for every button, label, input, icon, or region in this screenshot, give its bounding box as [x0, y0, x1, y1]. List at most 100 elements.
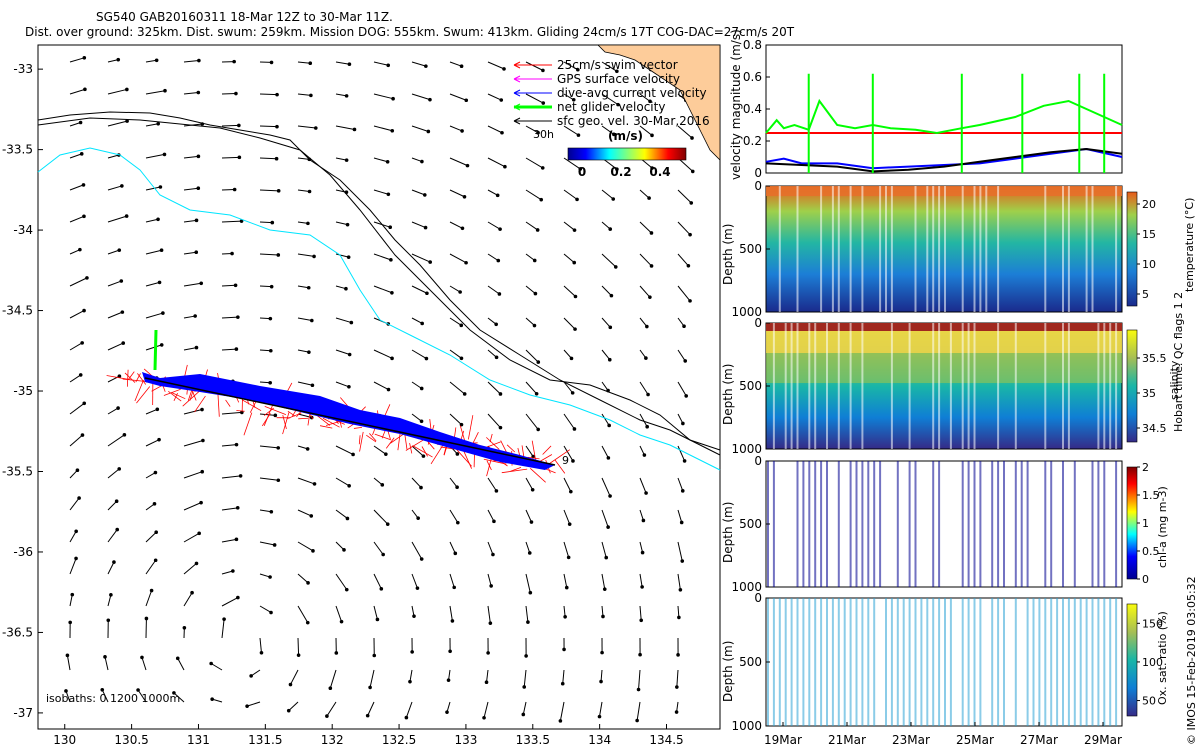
current-vector-head — [310, 383, 315, 388]
current-vector — [487, 253, 499, 262]
current-vector-head — [230, 251, 234, 256]
current-vector — [411, 93, 431, 101]
current-vector-head — [124, 214, 129, 218]
current-vector-head — [352, 127, 357, 132]
current-vector-head — [81, 183, 86, 187]
current-vector-head — [419, 485, 423, 490]
depth-tick-label: 500 — [739, 242, 762, 256]
current-vector-head — [161, 311, 165, 315]
temperature-cbar-label: temperature (°C) — [1183, 198, 1196, 292]
current-vector-head — [268, 575, 272, 579]
current-vector-head — [276, 446, 281, 450]
current-vector-head — [573, 294, 578, 299]
current-vector-head — [312, 254, 316, 259]
current-vector-head — [541, 101, 546, 105]
current-vector — [449, 509, 459, 523]
current-vector — [487, 477, 497, 492]
current-vector-head — [389, 258, 393, 262]
current-vector — [639, 189, 650, 199]
current-vector-head — [175, 656, 180, 661]
current-vector — [141, 657, 147, 671]
current-vector — [563, 61, 579, 71]
current-vector — [259, 125, 277, 128]
current-vector-head — [372, 653, 377, 658]
current-vector-head — [159, 343, 164, 347]
swim-vector — [282, 415, 287, 429]
current-vector — [601, 445, 609, 459]
current-vector — [677, 573, 681, 590]
current-vector — [563, 381, 574, 394]
current-vector-head — [115, 527, 120, 532]
current-vector-head — [288, 682, 293, 687]
current-vector-head — [82, 401, 87, 406]
current-vector-head — [388, 225, 393, 229]
current-vector — [677, 509, 683, 523]
current-vector — [297, 349, 309, 353]
swim-vector — [527, 456, 540, 460]
current-vector-head — [541, 68, 545, 73]
current-vector-head — [499, 98, 504, 102]
current-vector-head — [681, 421, 685, 426]
current-vector-head — [259, 651, 264, 655]
current-vector-head — [345, 222, 350, 227]
current-vector — [525, 125, 539, 134]
current-vector — [411, 541, 423, 560]
current-vector — [373, 61, 389, 66]
swim-vector — [483, 458, 507, 465]
salinity-ylabel: Depth (m) — [721, 364, 735, 425]
current-vector — [563, 221, 575, 231]
current-vector — [525, 541, 531, 554]
current-vector — [411, 381, 423, 389]
current-vector-head — [272, 543, 277, 547]
current-vector-head — [675, 685, 679, 689]
chla-cbar-label: chl-a (mg m-3) — [1156, 486, 1169, 568]
current-vector-head — [424, 356, 429, 361]
current-vector — [373, 93, 394, 100]
current-vector-head — [83, 87, 87, 92]
current-vector-head — [78, 247, 82, 252]
current-vector — [411, 317, 423, 324]
current-vector-head — [562, 647, 566, 652]
oxygen-ylabel: Depth (m) — [721, 641, 735, 702]
current-vector-head — [690, 169, 695, 174]
swim-vector — [409, 442, 413, 454]
current-vector — [335, 573, 348, 590]
current-vector-head — [408, 679, 412, 684]
current-vector — [563, 605, 566, 617]
current-vector — [66, 655, 71, 671]
current-vector — [487, 573, 492, 587]
current-vector — [601, 509, 609, 528]
current-vector — [101, 689, 109, 703]
current-vector-head — [209, 661, 213, 666]
current-vector — [601, 61, 618, 72]
legend-arrowhead — [513, 89, 521, 97]
current-vector — [449, 189, 465, 198]
net-glider-velocity-arrow — [153, 329, 158, 371]
current-vector-head — [459, 64, 464, 69]
current-vector-head — [679, 520, 684, 525]
current-vector-head — [386, 63, 391, 68]
current-vector — [259, 445, 279, 449]
swim-vector — [542, 445, 552, 455]
current-vector — [145, 590, 153, 607]
current-vector-head — [452, 585, 457, 590]
depth-tick-label: 0 — [754, 454, 762, 468]
current-vector-head — [460, 129, 464, 133]
current-vector — [600, 669, 603, 682]
current-vector — [525, 445, 534, 457]
current-vector-head — [492, 519, 496, 524]
current-vector — [639, 221, 652, 234]
current-vector — [335, 509, 348, 519]
current-vector-head — [269, 509, 274, 514]
current-vector — [183, 60, 199, 63]
current-vector — [259, 285, 272, 288]
current-vector-head — [235, 506, 240, 510]
legend-label: sfc geo. vel. 30-Mar,2016 — [557, 114, 710, 128]
current-vector — [297, 605, 309, 623]
chla-panel: Depth (m) chl-a (mg m-3) — [721, 460, 1169, 588]
current-vector-head — [649, 264, 654, 268]
current-vector — [373, 189, 389, 195]
current-vector — [449, 413, 462, 426]
current-vector — [69, 184, 84, 191]
colorbar-tick-label: 0.2 — [610, 165, 631, 179]
